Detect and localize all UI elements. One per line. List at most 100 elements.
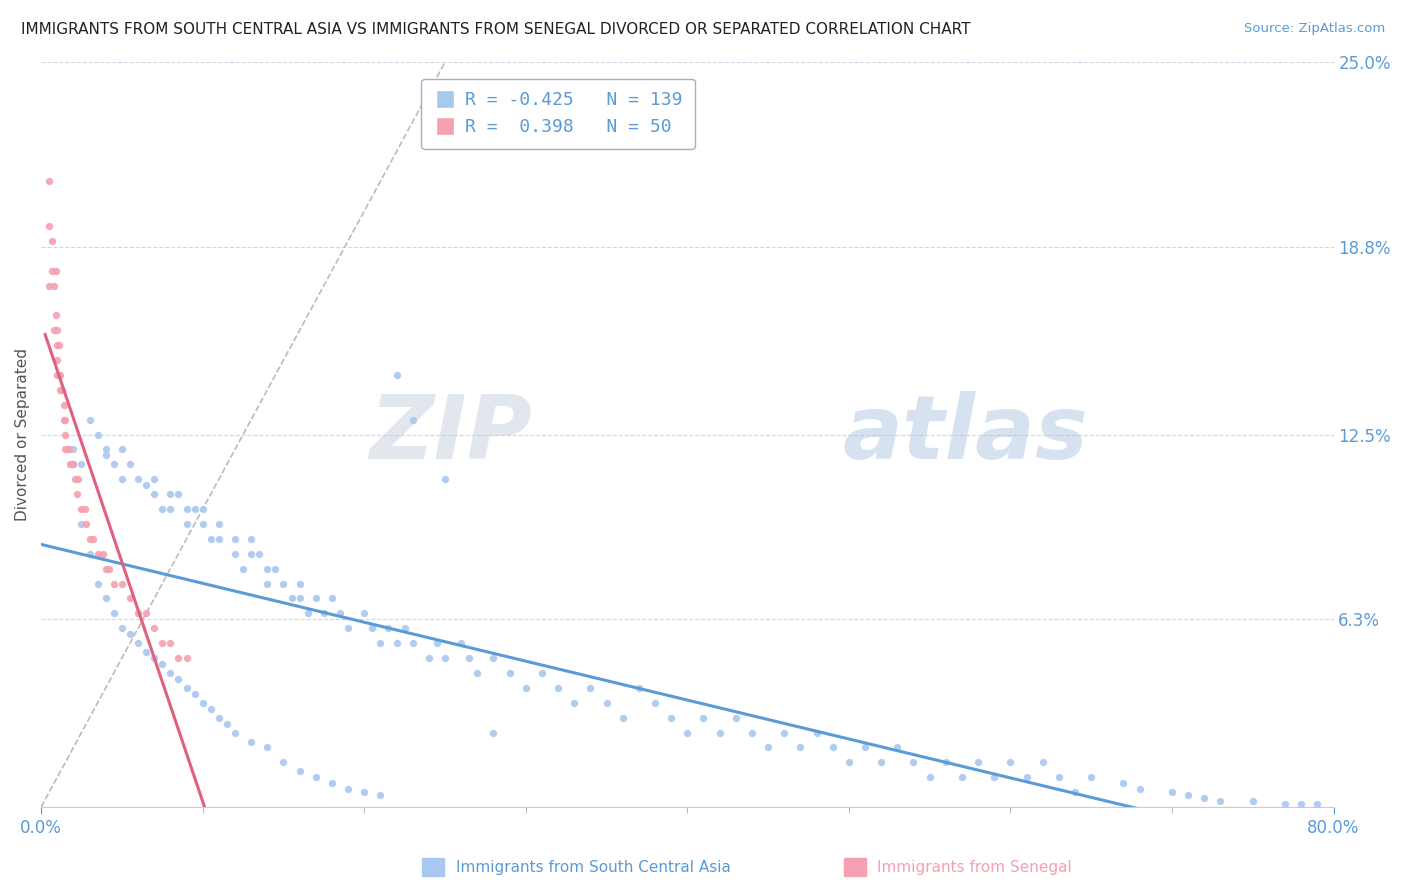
Point [579, 681, 602, 695]
Point [79, 413, 101, 427]
Point [38, 174, 60, 188]
Point [143, 651, 166, 665]
Point [38, 219, 60, 233]
Point [97, 562, 120, 576]
Point [73, 502, 96, 516]
Point [58, 442, 80, 457]
Point [1289, 797, 1312, 811]
Point [676, 725, 699, 739]
Point [42, 278, 65, 293]
Point [273, 576, 295, 591]
Point [1241, 794, 1264, 808]
Point [498, 665, 520, 680]
Point [1209, 794, 1232, 808]
Point [433, 472, 456, 486]
Point [724, 711, 747, 725]
Point [159, 487, 181, 501]
Point [337, 782, 360, 797]
Text: Source: ZipAtlas.com: Source: ZipAtlas.com [1244, 22, 1385, 36]
Point [111, 621, 134, 635]
Point [353, 607, 375, 621]
Point [853, 740, 876, 755]
Point [86, 427, 108, 442]
Point [59, 458, 82, 472]
Point [45, 309, 67, 323]
Point [208, 532, 231, 546]
Legend: R = -0.425   N = 139, R =  0.398   N = 50: R = -0.425 N = 139, R = 0.398 N = 50 [422, 78, 695, 149]
Point [62, 442, 84, 457]
Point [215, 716, 238, 731]
Point [82, 532, 104, 546]
Point [191, 516, 214, 531]
Point [595, 696, 617, 710]
Point [838, 756, 860, 770]
Point [143, 621, 166, 635]
Point [247, 547, 270, 561]
Point [94, 562, 117, 576]
Point [361, 621, 384, 635]
Point [321, 776, 343, 790]
Point [135, 607, 157, 621]
Point [232, 562, 254, 576]
Point [70, 502, 93, 516]
Point [297, 607, 319, 621]
Point [127, 607, 149, 621]
Point [94, 442, 117, 457]
Point [353, 785, 375, 799]
Point [38, 278, 60, 293]
Point [773, 725, 796, 739]
Point [200, 532, 222, 546]
Point [111, 576, 134, 591]
Text: Immigrants from South Central Asia: Immigrants from South Central Asia [456, 860, 731, 874]
Point [547, 681, 569, 695]
Point [118, 627, 141, 641]
Point [385, 636, 408, 650]
Point [150, 657, 173, 671]
Point [191, 696, 214, 710]
Point [94, 449, 117, 463]
Point [49, 383, 72, 397]
Point [562, 696, 585, 710]
Point [450, 636, 472, 650]
Point [224, 532, 246, 546]
Point [118, 458, 141, 472]
Point [176, 651, 198, 665]
Text: atlas: atlas [842, 391, 1088, 478]
Point [41, 263, 63, 277]
Point [70, 516, 93, 531]
Point [103, 607, 125, 621]
Point [53, 413, 76, 427]
Point [49, 368, 72, 382]
Point [191, 502, 214, 516]
Point [150, 502, 173, 516]
Point [1161, 785, 1184, 799]
Point [288, 576, 311, 591]
Point [692, 711, 714, 725]
Point [1080, 770, 1102, 784]
Point [280, 591, 302, 606]
Point [167, 487, 190, 501]
Point [458, 651, 481, 665]
Point [79, 532, 101, 546]
Point [46, 338, 69, 352]
Point [967, 756, 990, 770]
Point [627, 681, 650, 695]
Point [1047, 770, 1070, 784]
Point [329, 607, 352, 621]
Point [111, 442, 134, 457]
Point [305, 770, 328, 784]
Point [75, 516, 97, 531]
Point [240, 532, 263, 546]
Point [41, 234, 63, 248]
Point [53, 442, 76, 457]
Text: ZIP: ZIP [370, 391, 533, 478]
Point [63, 472, 86, 486]
Point [321, 591, 343, 606]
Point [950, 770, 973, 784]
Point [515, 681, 537, 695]
Point [94, 591, 117, 606]
Point [821, 740, 844, 755]
Point [70, 458, 93, 472]
Point [66, 487, 89, 501]
Point [394, 621, 416, 635]
